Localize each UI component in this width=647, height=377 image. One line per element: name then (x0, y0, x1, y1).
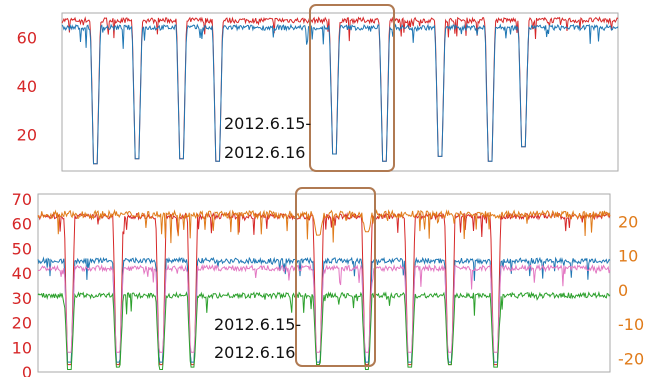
bottom-y-tick-label-right: -10 (618, 315, 644, 334)
bottom-y-tick-label-left: 40 (12, 264, 32, 283)
bottom-plot-frame (37, 193, 611, 373)
bottom-series-line-2 (37, 256, 611, 363)
bottom-highlight-box (295, 187, 376, 367)
top-panel: 20 40 60 2012.6.15- 2012.6.16 (17, 4, 619, 172)
bottom-series-line-1 (37, 208, 611, 244)
bottom-y-tick-label-left: 30 (12, 289, 32, 308)
bottom-series-line-4 (37, 290, 611, 370)
bottom-y-tick-label-left: 70 (12, 190, 32, 209)
bottom-y-tick-label-right: 20 (618, 212, 638, 231)
bottom-annotation-line1: 2012.6.15- (214, 315, 301, 334)
bottom-y-ticks-right: -20 -10 0 10 20 (618, 212, 644, 368)
bottom-annotation-line2: 2012.6.16 (214, 343, 295, 362)
top-annotation-line1: 2012.6.15- (224, 114, 311, 133)
top-annotation-line2: 2012.6.16 (224, 143, 305, 162)
bottom-y-tick-label-left: 60 (12, 215, 32, 234)
top-highlight-box (309, 4, 395, 172)
bottom-series-line-0 (37, 212, 611, 366)
bottom-y-tick-label-left: 50 (12, 239, 32, 258)
bottom-y-tick-label-left: 0 (22, 363, 32, 377)
top-y-tick-label: 20 (17, 126, 37, 145)
bottom-y-tick-label-right: 10 (618, 247, 638, 266)
top-series-layer (61, 16, 619, 165)
top-y-ticks: 20 40 60 (17, 28, 37, 144)
bottom-y-tick-label-left: 10 (12, 338, 32, 357)
top-y-tick-label: 40 (17, 77, 37, 96)
bottom-y-tick-label-left: 20 (12, 314, 32, 333)
bottom-y-tick-label-right: -20 (618, 349, 644, 368)
bottom-series-layer (37, 208, 611, 370)
top-y-tick-label: 60 (17, 28, 37, 47)
bottom-y-ticks-left: 0 10 20 30 40 50 60 70 (12, 190, 32, 377)
bottom-y-tick-label-right: 0 (618, 281, 628, 300)
top-series-line-0 (61, 16, 619, 165)
bottom-panel: 0 10 20 30 40 50 60 70 -20 -10 0 10 20 2012.6.15- 2… (12, 187, 644, 377)
top-series-line-1 (61, 23, 619, 165)
bottom-series-line-3 (37, 263, 611, 353)
